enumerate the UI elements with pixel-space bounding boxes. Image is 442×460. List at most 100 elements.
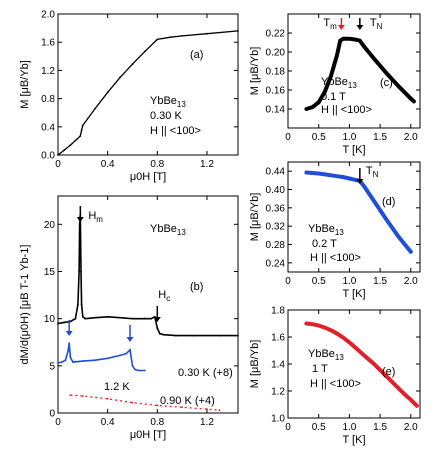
x-tick-label: 0 (285, 276, 291, 287)
material-label: YbBe13 (321, 76, 357, 90)
data-point (156, 38, 159, 41)
data-point (119, 76, 121, 79)
data-point (323, 326, 327, 330)
x-tick-label: 0.4 (101, 159, 115, 170)
data-point (80, 303, 83, 306)
panel-label: (e) (382, 366, 395, 378)
y-axis-label: M [μB/Yb] (19, 60, 31, 109)
x-axis-label: T [K] (342, 288, 365, 300)
data-point (358, 39, 362, 43)
series-line (57, 30, 239, 156)
data-point (390, 380, 394, 384)
data-point (403, 392, 407, 396)
data-point (81, 124, 84, 127)
data-point (372, 199, 376, 203)
material-label: YbBe13 (150, 223, 186, 237)
y-tick-label: 5 (49, 361, 55, 372)
y-tick-label: 0.20 (266, 48, 286, 59)
annotation-text: H || <100> (310, 252, 361, 264)
data-point (323, 90, 327, 94)
x-tick-label: 1.0 (342, 422, 356, 433)
data-point (69, 144, 72, 147)
annotation-text: 1 T (312, 363, 328, 375)
data-point (341, 175, 345, 179)
data-point (347, 176, 351, 181)
marker-label: Tm (323, 17, 337, 31)
x-tick-label: 2.0 (404, 276, 418, 287)
x-tick-label: 0.8 (150, 159, 164, 170)
data-point (335, 174, 339, 178)
data-point (412, 99, 416, 103)
data-point (372, 57, 376, 61)
data-point (338, 39, 342, 43)
data-point (384, 217, 388, 221)
data-point (144, 50, 146, 53)
data-point (134, 368, 136, 371)
series-label: 0.30 K (+8) (178, 367, 233, 379)
x-tick-label: 0 (55, 417, 61, 428)
data-point (67, 350, 69, 353)
x-tick-label: 2.0 (404, 422, 418, 433)
data-point (84, 317, 87, 320)
y-tick-label: 0.18 (266, 67, 286, 78)
data-point (131, 63, 134, 65)
marker-arrow-head (356, 179, 364, 184)
data-point (396, 235, 401, 239)
data-point (60, 361, 63, 363)
data-point (119, 354, 121, 357)
y-tick-label: 0.8 (41, 94, 55, 105)
data-point (57, 322, 59, 325)
data-point (323, 172, 327, 176)
data-point (181, 35, 184, 37)
x-tick-label: 0.5 (312, 132, 326, 143)
panel-label: (a) (190, 49, 203, 61)
marker-arrow-head (337, 25, 345, 30)
y-tick-label: 1.2 (41, 66, 55, 77)
annotation-text: 0.2 T (312, 238, 337, 250)
marker-label: Hm (88, 210, 103, 224)
y-tick-label: 1.4 (271, 360, 285, 371)
data-point (57, 154, 59, 156)
y-tick-label: 1.8 (271, 306, 285, 317)
data-point (409, 398, 413, 402)
y-tick-label: 0.44 (266, 167, 286, 178)
y-tick-label: 20 (44, 220, 56, 231)
panel-e: 0 0.5 1.0 1.5 2.0 1.0 1.2 1.4 1.6 1.8 T [K] M [μB/Y… (249, 306, 421, 446)
panel-label: (b) (190, 281, 203, 293)
data-point (317, 100, 321, 104)
data-point (311, 171, 315, 175)
data-point (317, 171, 321, 176)
x-tick-label: 0 (285, 422, 291, 433)
y-tick-label: 0 (49, 409, 55, 420)
y-tick-label: 0.4 (41, 122, 55, 133)
data-point (237, 30, 239, 32)
data-point (409, 250, 413, 254)
data-point (353, 38, 358, 42)
y-tick-label: 15 (44, 267, 56, 278)
panel-c: 0 0.5 1.0 1.5 2.0 0.14 0.16 0.18 0.20 0.22 T [K] M … (249, 13, 421, 156)
y-tick-label: 1.0 (271, 414, 285, 425)
marker-label: TN (366, 165, 379, 179)
y-tick-label: 0.28 (266, 240, 286, 251)
y-tick-label: 0.36 (266, 203, 286, 214)
data-point (329, 328, 333, 332)
data-point (304, 107, 308, 111)
data-point (144, 317, 146, 320)
data-point (106, 315, 109, 318)
data-point (144, 369, 146, 372)
data-point (131, 401, 134, 404)
data-point (335, 332, 339, 336)
data-point (80, 129, 83, 132)
data-point (158, 332, 161, 335)
data-point (150, 317, 153, 320)
y-axis-label: M [μB/Yb] (249, 47, 261, 96)
material-label: YbBe13 (308, 348, 344, 362)
data-point (74, 317, 77, 320)
data-point (131, 364, 134, 367)
x-axis-label: μ0H [T] (130, 171, 166, 183)
data-point (94, 359, 97, 362)
plot-frame (287, 161, 421, 273)
x-axis-label: T [K] (342, 434, 365, 446)
data-point (81, 315, 84, 318)
